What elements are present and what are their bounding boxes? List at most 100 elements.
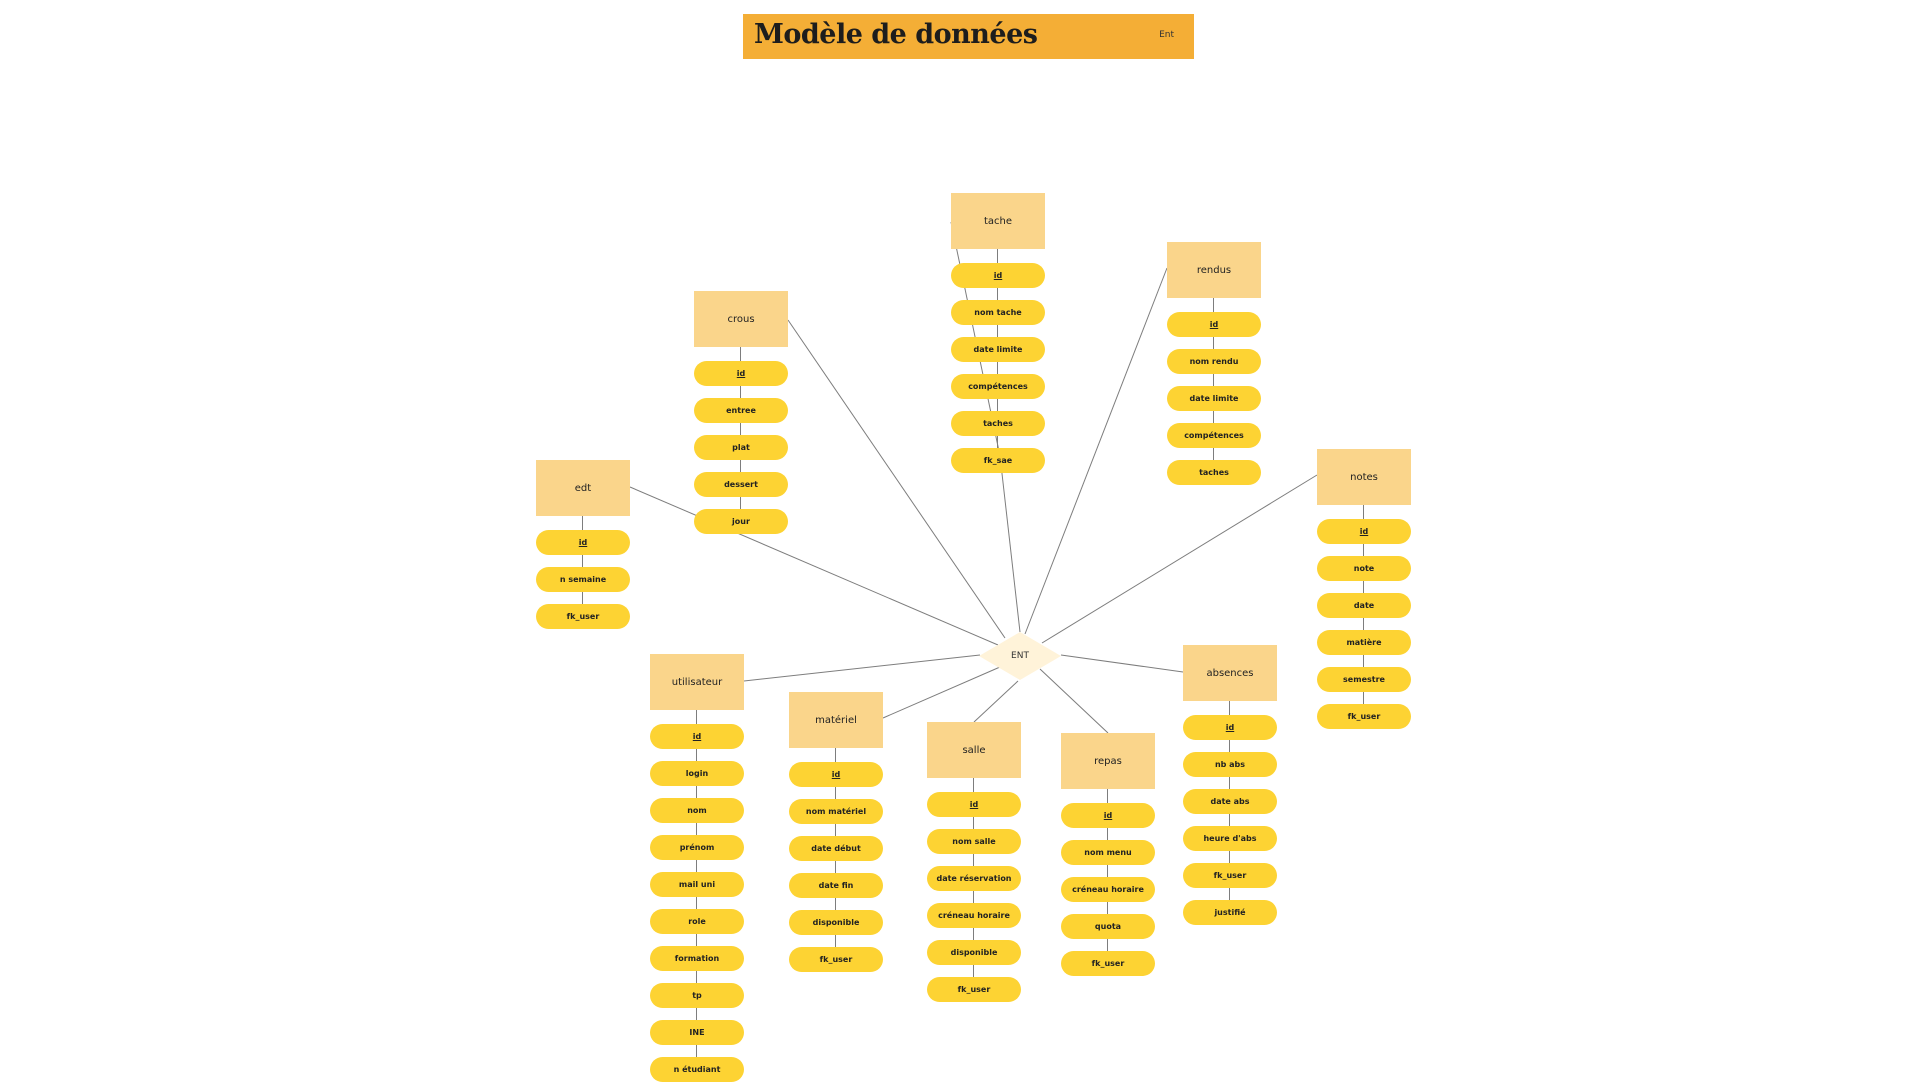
attribute-label: plat: [732, 443, 750, 452]
attribute[interactable]: date fin: [789, 873, 883, 898]
attribute[interactable]: n étudiant: [650, 1057, 744, 1082]
attribute[interactable]: jour: [694, 509, 788, 534]
entity-header: tache: [951, 193, 1045, 249]
primary-key-attribute[interactable]: id: [1317, 519, 1411, 544]
attribute[interactable]: date limite: [1167, 386, 1261, 411]
attribute[interactable]: nom rendu: [1167, 349, 1261, 374]
entity-header: salle: [927, 722, 1021, 778]
attribute[interactable]: n semaine: [536, 567, 630, 592]
attribute[interactable]: mail uni: [650, 872, 744, 897]
primary-key-attribute[interactable]: id: [1167, 312, 1261, 337]
attribute[interactable]: role: [650, 909, 744, 934]
attribute[interactable]: formation: [650, 946, 744, 971]
attribute-label: taches: [1199, 468, 1229, 477]
attribute[interactable]: fk_sae: [951, 448, 1045, 473]
primary-key-attribute[interactable]: id: [789, 762, 883, 787]
attribute-label: tp: [692, 991, 702, 1000]
relationship-line-repas: [1039, 668, 1109, 734]
primary-key-attribute[interactable]: id: [1061, 803, 1155, 828]
attribute[interactable]: fk_user: [927, 977, 1021, 1002]
entity-tache[interactable]: tache id nom tache date limite compétences ta…: [951, 193, 1045, 473]
entity-materiel[interactable]: matériel id nom matériel date début date fin…: [789, 692, 883, 972]
attribute[interactable]: date abs: [1183, 789, 1277, 814]
attribute-list: id nom tache date limite compétences taches f…: [951, 249, 1045, 473]
attribute[interactable]: compétences: [1167, 423, 1261, 448]
attribute[interactable]: prénom: [650, 835, 744, 860]
attribute-connector: [1213, 298, 1214, 472]
attribute-label: justifié: [1214, 908, 1246, 917]
primary-key-attribute[interactable]: id: [536, 530, 630, 555]
attribute-label: fk_user: [1091, 959, 1125, 968]
attribute-label: date abs: [1210, 797, 1250, 806]
attribute[interactable]: justifié: [1183, 900, 1277, 925]
attribute[interactable]: tp: [650, 983, 744, 1008]
entity-salle[interactable]: salle id nom salle date réservation créneau …: [927, 722, 1021, 1002]
attribute[interactable]: semestre: [1317, 667, 1411, 692]
entity-crous[interactable]: crous id entree plat dessert jour: [694, 291, 788, 534]
entity-edt[interactable]: edt id n semaine fk_user: [536, 460, 630, 629]
attribute-label: date fin: [818, 881, 854, 890]
attribute[interactable]: date début: [789, 836, 883, 861]
attribute[interactable]: créneau horaire: [927, 903, 1021, 928]
attribute[interactable]: plat: [694, 435, 788, 460]
entity-rendus[interactable]: rendus id nom rendu date limite compétences t…: [1167, 242, 1261, 485]
attribute[interactable]: fk_user: [1317, 704, 1411, 729]
attribute[interactable]: note: [1317, 556, 1411, 581]
attribute[interactable]: dessert: [694, 472, 788, 497]
attribute[interactable]: heure d'abs: [1183, 826, 1277, 851]
attribute[interactable]: taches: [1167, 460, 1261, 485]
attribute[interactable]: date: [1317, 593, 1411, 618]
attribute[interactable]: disponible: [789, 910, 883, 935]
attribute-label: id: [1359, 527, 1369, 536]
primary-key-attribute[interactable]: id: [650, 724, 744, 749]
attribute[interactable]: fk_user: [789, 947, 883, 972]
primary-key-attribute[interactable]: id: [1183, 715, 1277, 740]
attribute[interactable]: taches: [951, 411, 1045, 436]
attribute-list: id login nom prénom mail uni role formation tp I…: [650, 710, 744, 1082]
attribute-label: date: [1353, 601, 1375, 610]
relationship-line-salle: [973, 680, 1019, 723]
attribute-label: nom menu: [1084, 848, 1132, 857]
attribute-connector: [1107, 789, 1108, 963]
attribute[interactable]: nom matériel: [789, 799, 883, 824]
attribute-label: role: [688, 917, 706, 926]
attribute[interactable]: entree: [694, 398, 788, 423]
attribute[interactable]: nom: [650, 798, 744, 823]
primary-key-attribute[interactable]: id: [951, 263, 1045, 288]
attribute[interactable]: nb abs: [1183, 752, 1277, 777]
attribute-label: compétences: [1184, 431, 1244, 440]
entity-header: crous: [694, 291, 788, 347]
attribute-label: note: [1353, 564, 1375, 573]
attribute[interactable]: login: [650, 761, 744, 786]
attribute[interactable]: INE: [650, 1020, 744, 1045]
attribute[interactable]: quota: [1061, 914, 1155, 939]
primary-key-attribute[interactable]: id: [694, 361, 788, 386]
attribute-label: id: [969, 800, 979, 809]
attribute[interactable]: nom menu: [1061, 840, 1155, 865]
attribute[interactable]: compétences: [951, 374, 1045, 399]
attribute[interactable]: fk_user: [536, 604, 630, 629]
attribute[interactable]: fk_user: [1183, 863, 1277, 888]
attribute[interactable]: fk_user: [1061, 951, 1155, 976]
attribute-label: date début: [811, 844, 861, 853]
attribute[interactable]: nom salle: [927, 829, 1021, 854]
attribute-label: semestre: [1343, 675, 1385, 684]
primary-key-attribute[interactable]: id: [927, 792, 1021, 817]
attribute[interactable]: disponible: [927, 940, 1021, 965]
attribute[interactable]: date réservation: [927, 866, 1021, 891]
attribute[interactable]: nom tache: [951, 300, 1045, 325]
entity-absences[interactable]: absences id nb abs date abs heure d'abs fk_us…: [1183, 645, 1277, 925]
center-relationship[interactable]: ENT: [978, 631, 1062, 681]
entity-repas[interactable]: repas id nom menu créneau horaire quota fk_us…: [1061, 733, 1155, 976]
attribute-label: dessert: [724, 480, 758, 489]
relationship-line-notes: [1041, 474, 1318, 644]
attribute[interactable]: date limite: [951, 337, 1045, 362]
attribute-label: quota: [1094, 922, 1122, 931]
entity-utilisateur[interactable]: utilisateur id login nom prénom mail uni role f…: [650, 654, 744, 1082]
attribute[interactable]: matière: [1317, 630, 1411, 655]
entity-notes[interactable]: notes id note date matière semestre fk_user: [1317, 449, 1411, 729]
attribute-label: date limite: [973, 345, 1023, 354]
attribute-label: fk_sae: [983, 456, 1013, 465]
attribute-label: id: [692, 732, 702, 741]
attribute[interactable]: créneau horaire: [1061, 877, 1155, 902]
